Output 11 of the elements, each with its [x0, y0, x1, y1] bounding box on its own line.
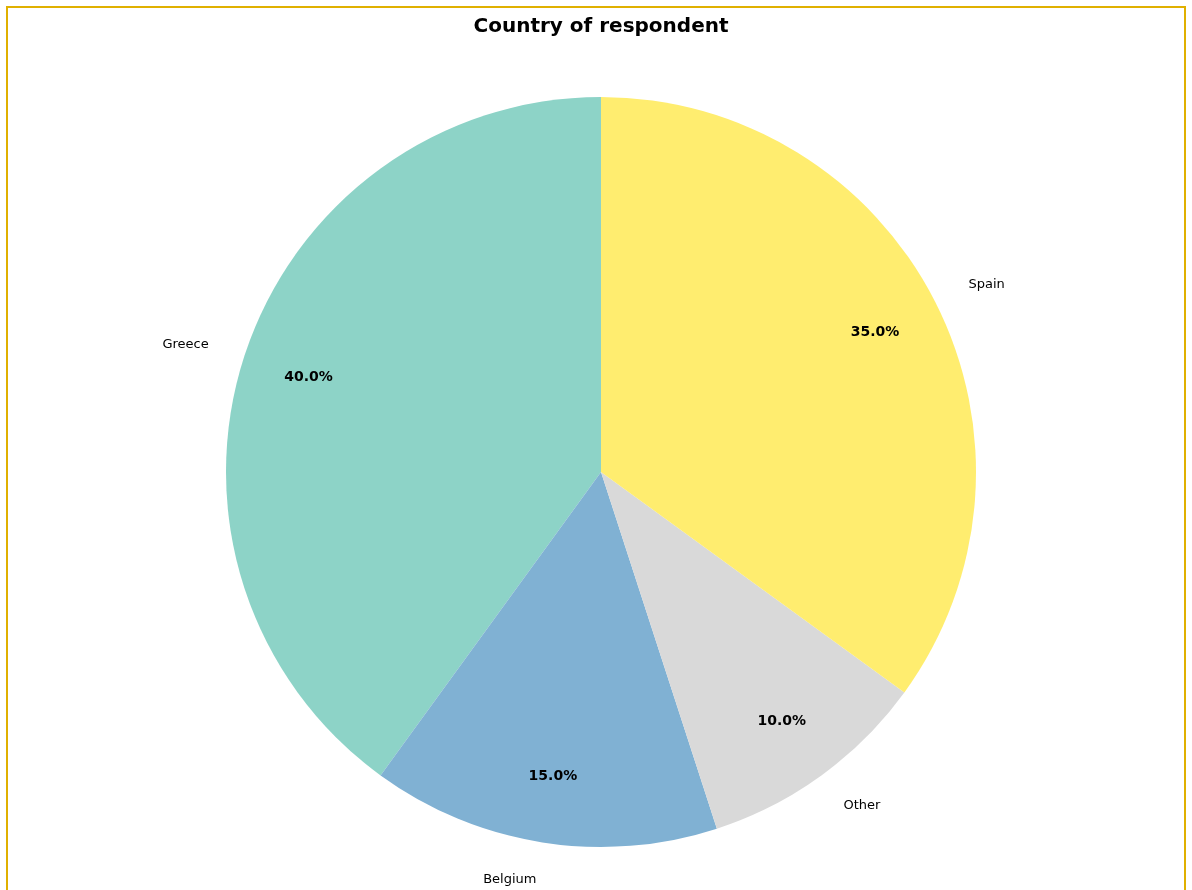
- data-label: 40.0%: [284, 367, 333, 384]
- slice-label: Other: [843, 797, 882, 813]
- pie-slice: [601, 472, 905, 829]
- chart-title: Country of respondent: [473, 12, 729, 37]
- data-label: 35.0%: [850, 323, 900, 340]
- data-label: 15.0%: [528, 766, 578, 783]
- slice-label: Greece: [162, 336, 209, 352]
- slice-label: Belgium: [483, 870, 537, 886]
- data-label: 10.0%: [757, 711, 807, 728]
- pie-slice: [380, 472, 717, 847]
- slice-label: Spain: [968, 276, 1005, 292]
